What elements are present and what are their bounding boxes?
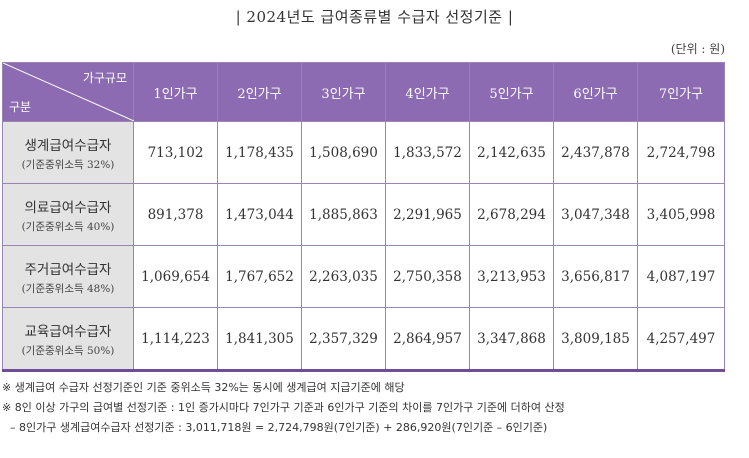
row-label: 교육급여수급자 (기준중위소득 50%) <box>2 307 134 372</box>
table-cell: 3,405,998 <box>637 183 725 246</box>
table-cell: 1,833,572 <box>385 121 470 184</box>
table-cell: 1,473,044 <box>217 183 302 246</box>
corner-household-size-label: 가구규모 <box>82 71 127 85</box>
table-cell: 4,087,197 <box>637 245 725 308</box>
corner-cell: 가구규모 구분 <box>2 62 134 122</box>
table-cell: 1,841,305 <box>217 307 302 372</box>
column-header: 7인가구 <box>637 62 725 122</box>
row-subtitle: (기준중위소득 32%) <box>21 158 115 171</box>
table-cell: 713,102 <box>133 121 218 184</box>
table-cell: 2,678,294 <box>469 183 554 246</box>
column-header: 5인가구 <box>469 62 554 122</box>
column-header: 1인가구 <box>133 62 218 122</box>
table-cell: 1,069,654 <box>133 245 218 308</box>
table-cell: 1,178,435 <box>217 121 302 184</box>
row-label: 의료급여수급자 (기준중위소득 40%) <box>2 183 134 246</box>
footnotes: ※ 생계급여 수급자 선정기준인 기준 중위소득 32%는 동시에 생계급여 지… <box>2 378 747 438</box>
table-cell: 1,767,652 <box>217 245 302 308</box>
footnote: – 8인가구 생계급여수급자 선정기준 : 3,011,718원 = 2,724… <box>10 421 548 434</box>
table-cell: 2,291,965 <box>385 183 470 246</box>
page-title: | 2024년도 급여종류별 수급자 선정기준 | <box>235 8 514 26</box>
row-subtitle: (기준중위소득 50%) <box>21 344 115 357</box>
table-row: 의료급여수급자 (기준중위소득 40%) 891,378 1,473,044 1… <box>2 183 725 246</box>
header-row: 가구규모 구분 1인가구 2인가구 3인가구 4인가구 5인가구 6인가구 7인… <box>2 62 725 122</box>
corner-category-label: 구분 <box>9 100 32 114</box>
table-cell: 1,885,863 <box>301 183 386 246</box>
row-name: 교육급여수급자 <box>24 323 112 340</box>
table-cell: 891,378 <box>133 183 218 246</box>
table-cell: 3,213,953 <box>469 245 554 308</box>
table-cell: 2,724,798 <box>637 121 725 184</box>
table-row: 생계급여수급자 (기준중위소득 32%) 713,102 1,178,435 1… <box>2 121 725 184</box>
row-name: 주거급여수급자 <box>24 261 112 278</box>
column-header: 4인가구 <box>385 62 470 122</box>
row-name: 생계급여수급자 <box>24 137 112 154</box>
table-cell: 2,357,329 <box>301 307 386 372</box>
table-cell: 1,508,690 <box>301 121 386 184</box>
column-header: 2인가구 <box>217 62 302 122</box>
column-header: 6인가구 <box>553 62 638 122</box>
row-name: 의료급여수급자 <box>24 199 112 216</box>
table-row: 교육급여수급자 (기준중위소득 50%) 1,114,223 1,841,305… <box>2 307 725 372</box>
table-cell: 2,142,635 <box>469 121 554 184</box>
column-header: 3인가구 <box>301 62 386 122</box>
table-cell: 2,263,035 <box>301 245 386 308</box>
table-cell: 3,047,348 <box>553 183 638 246</box>
table-cell: 4,257,497 <box>637 307 725 372</box>
table-row: 주거급여수급자 (기준중위소득 48%) 1,069,654 1,767,652… <box>2 245 725 308</box>
row-subtitle: (기준중위소득 48%) <box>21 282 115 295</box>
row-label: 생계급여수급자 (기준중위소득 32%) <box>2 121 134 184</box>
table-cell: 2,864,957 <box>385 307 470 372</box>
footnote: ※ 생계급여 수급자 선정기준인 기준 중위소득 32%는 동시에 생계급여 지… <box>2 381 405 394</box>
table-cell: 3,656,817 <box>553 245 638 308</box>
row-subtitle: (기준중위소득 40%) <box>21 220 115 233</box>
criteria-table: 가구규모 구분 1인가구 2인가구 3인가구 4인가구 5인가구 6인가구 7인… <box>2 62 725 372</box>
corner-diagonal <box>3 63 134 121</box>
unit-label: (단위 : 원) <box>670 42 725 56</box>
table-cell: 2,437,878 <box>553 121 638 184</box>
row-label: 주거급여수급자 (기준중위소득 48%) <box>2 245 134 308</box>
table-cell: 3,347,868 <box>469 307 554 372</box>
table-cell: 1,114,223 <box>133 307 218 372</box>
table-cell: 2,750,358 <box>385 245 470 308</box>
footnote: ※ 8인 이상 가구의 급여별 선정기준 : 1인 증가시마다 7인가구 기준과… <box>2 401 565 414</box>
table-cell: 3,809,185 <box>553 307 638 372</box>
